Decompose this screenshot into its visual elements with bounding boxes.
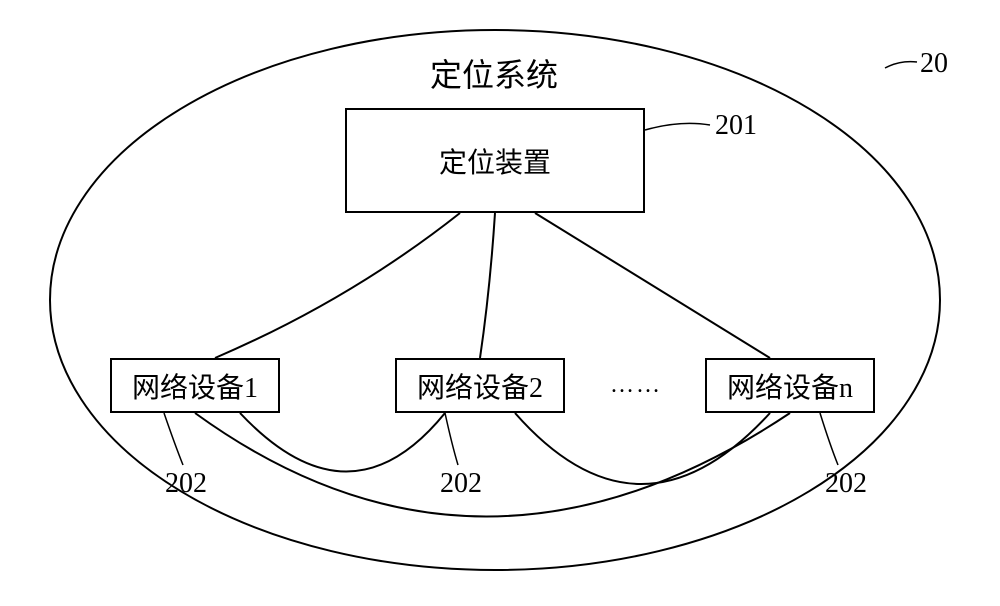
- network-device-n-label: 网络设备n: [727, 366, 853, 406]
- network-device-1-box: 网络设备1: [110, 358, 280, 413]
- network-device-2-ref: 202: [440, 468, 482, 500]
- diagram-container: 定位系统 20 定位装置 201 网络设备1 202 网络设备2 202 …… …: [0, 0, 1000, 606]
- edge-top-dev2: [480, 213, 495, 358]
- system-title: 定位系统: [430, 50, 558, 96]
- ellipsis: ……: [610, 372, 662, 399]
- network-device-2-box: 网络设备2: [395, 358, 565, 413]
- leader-201: [645, 123, 710, 130]
- leader-202-3: [820, 413, 838, 465]
- leader-202-1: [164, 413, 183, 465]
- edge-top-dev3: [535, 213, 770, 358]
- network-device-2-label: 网络设备2: [417, 366, 543, 406]
- edge-dev1-dev3: [195, 413, 790, 517]
- positioning-device-box: 定位装置: [345, 108, 645, 213]
- network-device-n-ref: 202: [825, 468, 867, 500]
- leader-20: [885, 62, 917, 68]
- network-device-n-box: 网络设备n: [705, 358, 875, 413]
- leader-202-2: [445, 413, 458, 465]
- system-ref-label: 20: [920, 48, 948, 80]
- positioning-device-label: 定位装置: [439, 141, 551, 181]
- network-device-1-ref: 202: [165, 468, 207, 500]
- edge-top-dev1: [215, 213, 460, 358]
- edge-dev1-dev2: [240, 413, 445, 472]
- positioning-device-ref: 201: [715, 110, 757, 142]
- network-device-1-label: 网络设备1: [132, 366, 258, 406]
